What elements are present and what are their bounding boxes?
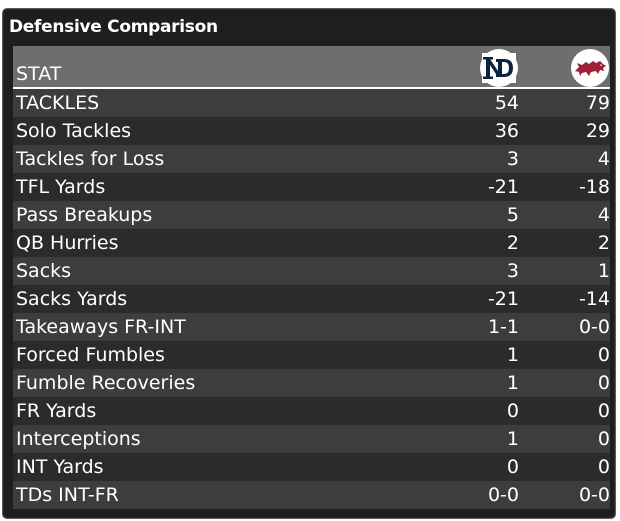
stat-label: INT Yards bbox=[16, 456, 104, 478]
stat-label: Takeaways FR-INT bbox=[16, 316, 186, 338]
table-row: TDs INT-FR 0-0 0-0 bbox=[13, 481, 610, 509]
arkansas-value: -14 bbox=[578, 288, 610, 310]
table-row: Sacks 3 1 bbox=[13, 257, 610, 285]
arkansas-value: 1 bbox=[597, 260, 610, 282]
table-row: INT Yards 0 0 bbox=[13, 453, 610, 481]
defensive-comparison-panel: Defensive Comparison STAT bbox=[2, 8, 616, 519]
arkansas-razorback-logo-icon bbox=[571, 49, 609, 87]
stat-label: FR Yards bbox=[16, 400, 97, 422]
stat-label: TACKLES bbox=[16, 92, 100, 114]
notre-dame-value: 5 bbox=[506, 204, 519, 226]
arkansas-value: 2 bbox=[597, 232, 610, 254]
notre-dame-value: 36 bbox=[494, 120, 519, 142]
arkansas-value: 0 bbox=[597, 344, 610, 366]
table-row: QB Hurries 2 2 bbox=[13, 229, 610, 257]
panel-title: Defensive Comparison bbox=[9, 17, 218, 37]
stat-label: QB Hurries bbox=[16, 232, 119, 254]
table-header: STAT bbox=[13, 46, 610, 89]
arkansas-value: 29 bbox=[585, 120, 610, 142]
stat-label: TFL Yards bbox=[16, 176, 106, 198]
table-body: TACKLES 54 79 Solo Tackles 36 29 Tackles for L… bbox=[13, 89, 610, 509]
stat-label: Sacks Yards bbox=[16, 288, 128, 310]
notre-dame-value: 0 bbox=[506, 456, 519, 478]
arkansas-value: 0-0 bbox=[578, 484, 610, 506]
notre-dame-logo-icon bbox=[480, 49, 518, 87]
notre-dame-value: 54 bbox=[494, 92, 519, 114]
stats-table: STAT TACKLES 54 79 Solo Tack bbox=[13, 46, 610, 509]
stat-label: Fumble Recoveries bbox=[16, 372, 196, 394]
notre-dame-value: 1 bbox=[506, 344, 519, 366]
stat-label: Solo Tackles bbox=[16, 120, 132, 142]
table-row: TACKLES 54 79 bbox=[13, 89, 610, 117]
stat-label: Tackles for Loss bbox=[16, 148, 165, 170]
arkansas-value: 0 bbox=[597, 428, 610, 450]
arkansas-value: 0 bbox=[597, 456, 610, 478]
table-row: TFL Yards -21 -18 bbox=[13, 173, 610, 201]
table-row: Fumble Recoveries 1 0 bbox=[13, 369, 610, 397]
notre-dame-value: 0 bbox=[506, 400, 519, 422]
notre-dame-value: 0-0 bbox=[487, 484, 519, 506]
stat-label: Interceptions bbox=[16, 428, 141, 450]
table-row: Tackles for Loss 3 4 bbox=[13, 145, 610, 173]
table-row: Pass Breakups 5 4 bbox=[13, 201, 610, 229]
notre-dame-value: 1 bbox=[506, 372, 519, 394]
arkansas-value: 4 bbox=[597, 204, 610, 226]
arkansas-value: 4 bbox=[597, 148, 610, 170]
stat-label: TDs INT-FR bbox=[16, 484, 119, 506]
notre-dame-value: -21 bbox=[487, 288, 519, 310]
notre-dame-value: 2 bbox=[506, 232, 519, 254]
table-row: Interceptions 1 0 bbox=[13, 425, 610, 453]
stat-label: Pass Breakups bbox=[16, 204, 153, 226]
table-row: Sacks Yards -21 -14 bbox=[13, 285, 610, 313]
table-row: Takeaways FR-INT 1-1 0-0 bbox=[13, 313, 610, 341]
notre-dame-value: 3 bbox=[506, 260, 519, 282]
table-row: Forced Fumbles 1 0 bbox=[13, 341, 610, 369]
arkansas-value: 0 bbox=[597, 372, 610, 394]
stat-label: Forced Fumbles bbox=[16, 344, 165, 366]
notre-dame-value: 1-1 bbox=[487, 316, 519, 338]
stat-column-header: STAT bbox=[16, 63, 62, 85]
notre-dame-value: 3 bbox=[506, 148, 519, 170]
arkansas-value: 0 bbox=[597, 400, 610, 422]
notre-dame-value: 1 bbox=[506, 428, 519, 450]
notre-dame-value: -21 bbox=[487, 176, 519, 198]
arkansas-value: 79 bbox=[585, 92, 610, 114]
table-row: Solo Tackles 36 29 bbox=[13, 117, 610, 145]
table-row: FR Yards 0 0 bbox=[13, 397, 610, 425]
arkansas-value: -18 bbox=[578, 176, 610, 198]
stat-label: Sacks bbox=[16, 260, 72, 282]
arkansas-value: 0-0 bbox=[578, 316, 610, 338]
